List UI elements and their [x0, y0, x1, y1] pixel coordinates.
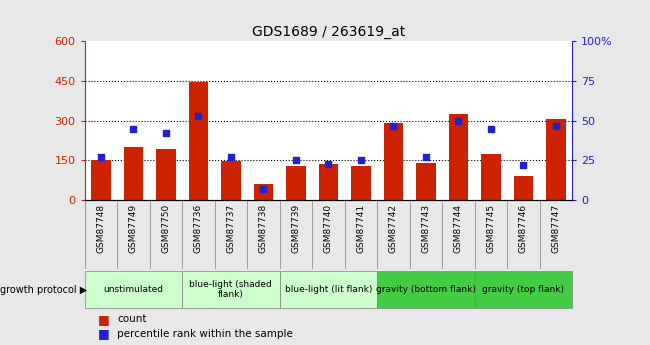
Text: gravity (bottom flank): gravity (bottom flank) — [376, 285, 476, 294]
Bar — [481, 154, 500, 200]
Text: gravity (top flank): gravity (top flank) — [482, 285, 564, 294]
Bar — [286, 166, 306, 200]
Point — [161, 131, 171, 136]
Text: GSM87742: GSM87742 — [389, 204, 398, 253]
Point — [518, 162, 528, 168]
Text: GSM87740: GSM87740 — [324, 204, 333, 253]
Text: GSM87739: GSM87739 — [291, 204, 300, 253]
Point — [258, 186, 268, 192]
Bar — [221, 161, 240, 200]
Text: blue-light (shaded
flank): blue-light (shaded flank) — [189, 280, 272, 299]
Point — [193, 113, 203, 119]
Point — [453, 118, 463, 124]
Bar — [91, 160, 111, 200]
Text: ■: ■ — [98, 327, 109, 340]
Point — [323, 161, 333, 166]
FancyBboxPatch shape — [377, 271, 474, 308]
Text: GSM87746: GSM87746 — [519, 204, 528, 253]
Bar — [416, 163, 436, 200]
Point — [421, 155, 431, 160]
Text: GSM87744: GSM87744 — [454, 204, 463, 253]
Text: GSM87748: GSM87748 — [96, 204, 105, 253]
Bar — [254, 184, 273, 200]
Bar — [188, 82, 208, 200]
FancyBboxPatch shape — [280, 271, 377, 308]
FancyBboxPatch shape — [182, 271, 280, 308]
Text: ■: ■ — [98, 313, 109, 326]
Bar — [156, 148, 176, 200]
Text: GSM87750: GSM87750 — [161, 204, 170, 253]
Point — [551, 123, 561, 128]
Point — [128, 126, 138, 131]
Text: GSM87737: GSM87737 — [226, 204, 235, 253]
Point — [356, 158, 366, 163]
Bar — [318, 164, 338, 200]
Title: GDS1689 / 263619_at: GDS1689 / 263619_at — [252, 25, 405, 39]
Point — [96, 155, 106, 160]
Bar — [351, 166, 370, 200]
Point — [226, 155, 236, 160]
Bar — [514, 176, 533, 200]
Point — [291, 158, 301, 163]
Text: count: count — [117, 314, 146, 324]
Bar — [124, 147, 143, 200]
Text: GSM87745: GSM87745 — [486, 204, 495, 253]
Text: GSM87747: GSM87747 — [551, 204, 560, 253]
Bar — [546, 119, 566, 200]
FancyBboxPatch shape — [474, 271, 572, 308]
Text: GSM87736: GSM87736 — [194, 204, 203, 253]
Text: GSM87743: GSM87743 — [421, 204, 430, 253]
Text: percentile rank within the sample: percentile rank within the sample — [117, 329, 293, 339]
Text: GSM87741: GSM87741 — [356, 204, 365, 253]
Point — [486, 126, 496, 131]
Text: GSM87749: GSM87749 — [129, 204, 138, 253]
FancyBboxPatch shape — [84, 271, 182, 308]
Point — [388, 123, 398, 128]
Bar — [384, 124, 403, 200]
Text: unstimulated: unstimulated — [103, 285, 163, 294]
Text: GSM87738: GSM87738 — [259, 204, 268, 253]
Bar — [448, 114, 468, 200]
Text: growth protocol ▶: growth protocol ▶ — [0, 285, 87, 295]
Text: blue-light (lit flank): blue-light (lit flank) — [285, 285, 372, 294]
